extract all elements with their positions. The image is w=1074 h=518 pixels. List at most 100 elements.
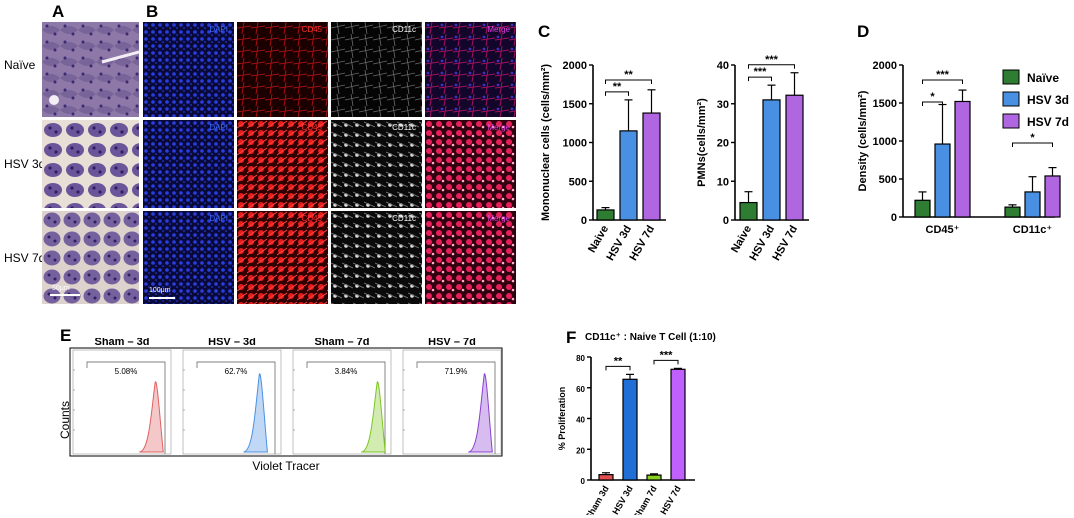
panel-label-b: B — [146, 2, 159, 21]
histology-image-naive — [42, 22, 139, 117]
histogram-title: HSV – 7d — [428, 338, 476, 348]
y-tick-label: 1500 — [563, 99, 587, 111]
histogram-title: HSV – 3d — [208, 338, 256, 348]
x-tick-label: CD11c⁺ — [1013, 224, 1053, 236]
significance-label: * — [1030, 132, 1035, 144]
fluorescence-hsv3d-cd45: CD45 — [237, 120, 328, 208]
bar — [646, 474, 662, 481]
y-axis-label: Counts — [60, 401, 72, 439]
chart-density: 0 500 1000 1500 2000 Density (cells/mm²) CD45⁺… — [857, 60, 1069, 236]
row-label-naive: Naïve — [4, 58, 36, 72]
y-tick-label: 500 — [569, 176, 587, 188]
x-tick-label: CD45⁺ — [926, 224, 960, 236]
significance-label: *** — [765, 54, 779, 66]
gate-line — [196, 361, 276, 454]
significance-label: * — [930, 91, 935, 103]
bar — [1024, 191, 1041, 218]
scale-bar-label: 50μm — [52, 285, 70, 292]
y-axis-label: PMNs(cells/mm²) — [696, 98, 708, 187]
bar — [622, 378, 638, 481]
significance-bracket — [653, 359, 679, 365]
y-tick-label: 20 — [717, 138, 729, 150]
fluorescence-hsv3d-dapi: DAPI — [143, 120, 234, 208]
y-tick-label: 1500 — [873, 98, 897, 110]
y-tick-label: 20 — [576, 446, 585, 455]
fluorescence-hsv7d-cd11c: CD11c — [331, 211, 422, 304]
gate-percent: 5.08% — [115, 367, 138, 376]
histogram-peak — [243, 373, 268, 453]
bar — [785, 94, 804, 221]
scale-bar-label: 100μm — [149, 287, 171, 294]
bar — [596, 209, 615, 221]
chart-title: CD11c⁺ : Naive T Cell (1:10) — [585, 332, 716, 343]
bar — [739, 201, 758, 221]
row-label-hsv3d: HSV 3d — [4, 157, 46, 171]
y-axis-label: % Proliferation — [557, 387, 567, 451]
fluorescence-hsv7d-merge: Merge — [425, 211, 516, 304]
y-tick-label: 10 — [717, 176, 729, 188]
legend-label: HSV 3d — [1027, 93, 1069, 107]
panel-label-d: D — [857, 22, 870, 41]
significance-bracket — [748, 76, 772, 82]
gate-line — [86, 361, 166, 454]
legend-swatch — [1002, 91, 1020, 107]
x-tick-label: Sham 7d — [631, 484, 658, 515]
histogram-peak — [361, 381, 386, 453]
y-tick-label: 0 — [581, 477, 586, 486]
scale-bar — [149, 297, 175, 299]
histogram-peak — [139, 381, 164, 453]
fluorescence-hsv3d-merge: Merge — [425, 120, 516, 208]
fluorescence-hsv7d-dapi: DAPI 100μm — [143, 211, 234, 304]
bar — [619, 130, 638, 221]
x-tick-label: HSV 3d — [610, 484, 634, 515]
y-tick-label: 2000 — [563, 60, 587, 72]
fluorescence-naive-cd45: CD45 — [237, 22, 328, 117]
panel-label-f: F — [566, 328, 577, 347]
chart-mononuclear-cells: 0 500 1000 1500 2000 Mononuclear cells (cells… — [540, 60, 666, 263]
scale-bar — [50, 294, 80, 296]
histology-image-hsv7d: 50μm — [42, 211, 139, 304]
y-tick-label: 80 — [576, 354, 585, 363]
bar — [1044, 175, 1061, 218]
legend-swatch — [1002, 69, 1020, 85]
histogram-frame — [69, 347, 503, 457]
legend-swatch — [1002, 113, 1020, 129]
histogram-peak — [468, 373, 493, 453]
y-tick-label: 2000 — [873, 60, 897, 72]
significance-bracket — [748, 64, 795, 69]
significance-bracket — [922, 101, 943, 106]
y-tick-label: 60 — [576, 385, 585, 394]
bar — [598, 474, 614, 481]
bar — [642, 112, 661, 221]
chart-proliferation: CD11c⁺ : Naive T Cell (1:10) 0 20 40 60 80 % P… — [557, 332, 716, 515]
y-axis-label: Density (cells/mm²) — [857, 90, 869, 191]
y-tick-label: 0 — [891, 212, 897, 224]
bar — [762, 99, 781, 221]
panel-label-e: E — [60, 326, 72, 345]
y-tick-label: 500 — [879, 174, 897, 186]
panel-label-a: A — [52, 2, 65, 21]
fluorescence-hsv7d-cd45: CD45 — [237, 211, 328, 304]
gate-line — [306, 361, 386, 454]
significance-bracket — [605, 365, 631, 371]
significance-bracket — [605, 79, 652, 84]
y-axis-label: Mononuclear cells (cells/mm²) — [540, 64, 552, 221]
histogram-box — [402, 349, 502, 455]
significance-bracket — [1012, 142, 1053, 147]
significance-label: *** — [936, 69, 950, 81]
histology-image-hsv3d — [42, 120, 139, 208]
significance-label: *** — [754, 66, 768, 78]
y-tick-label: 1000 — [873, 136, 897, 148]
y-tick-label: 40 — [576, 416, 585, 425]
significance-label: ** — [624, 69, 633, 81]
bar — [1004, 206, 1021, 218]
significance-label: ** — [613, 81, 622, 93]
fluorescence-naive-merge: Merge — [425, 22, 516, 117]
fluorescence-naive-dapi: DAPI — [143, 22, 234, 117]
bar — [914, 199, 931, 218]
gate-percent: 3.84% — [335, 367, 358, 376]
y-tick-label: 40 — [717, 60, 729, 72]
x-axis-label: Violet Tracer — [252, 459, 319, 473]
gate-percent: 62.7% — [225, 367, 248, 376]
